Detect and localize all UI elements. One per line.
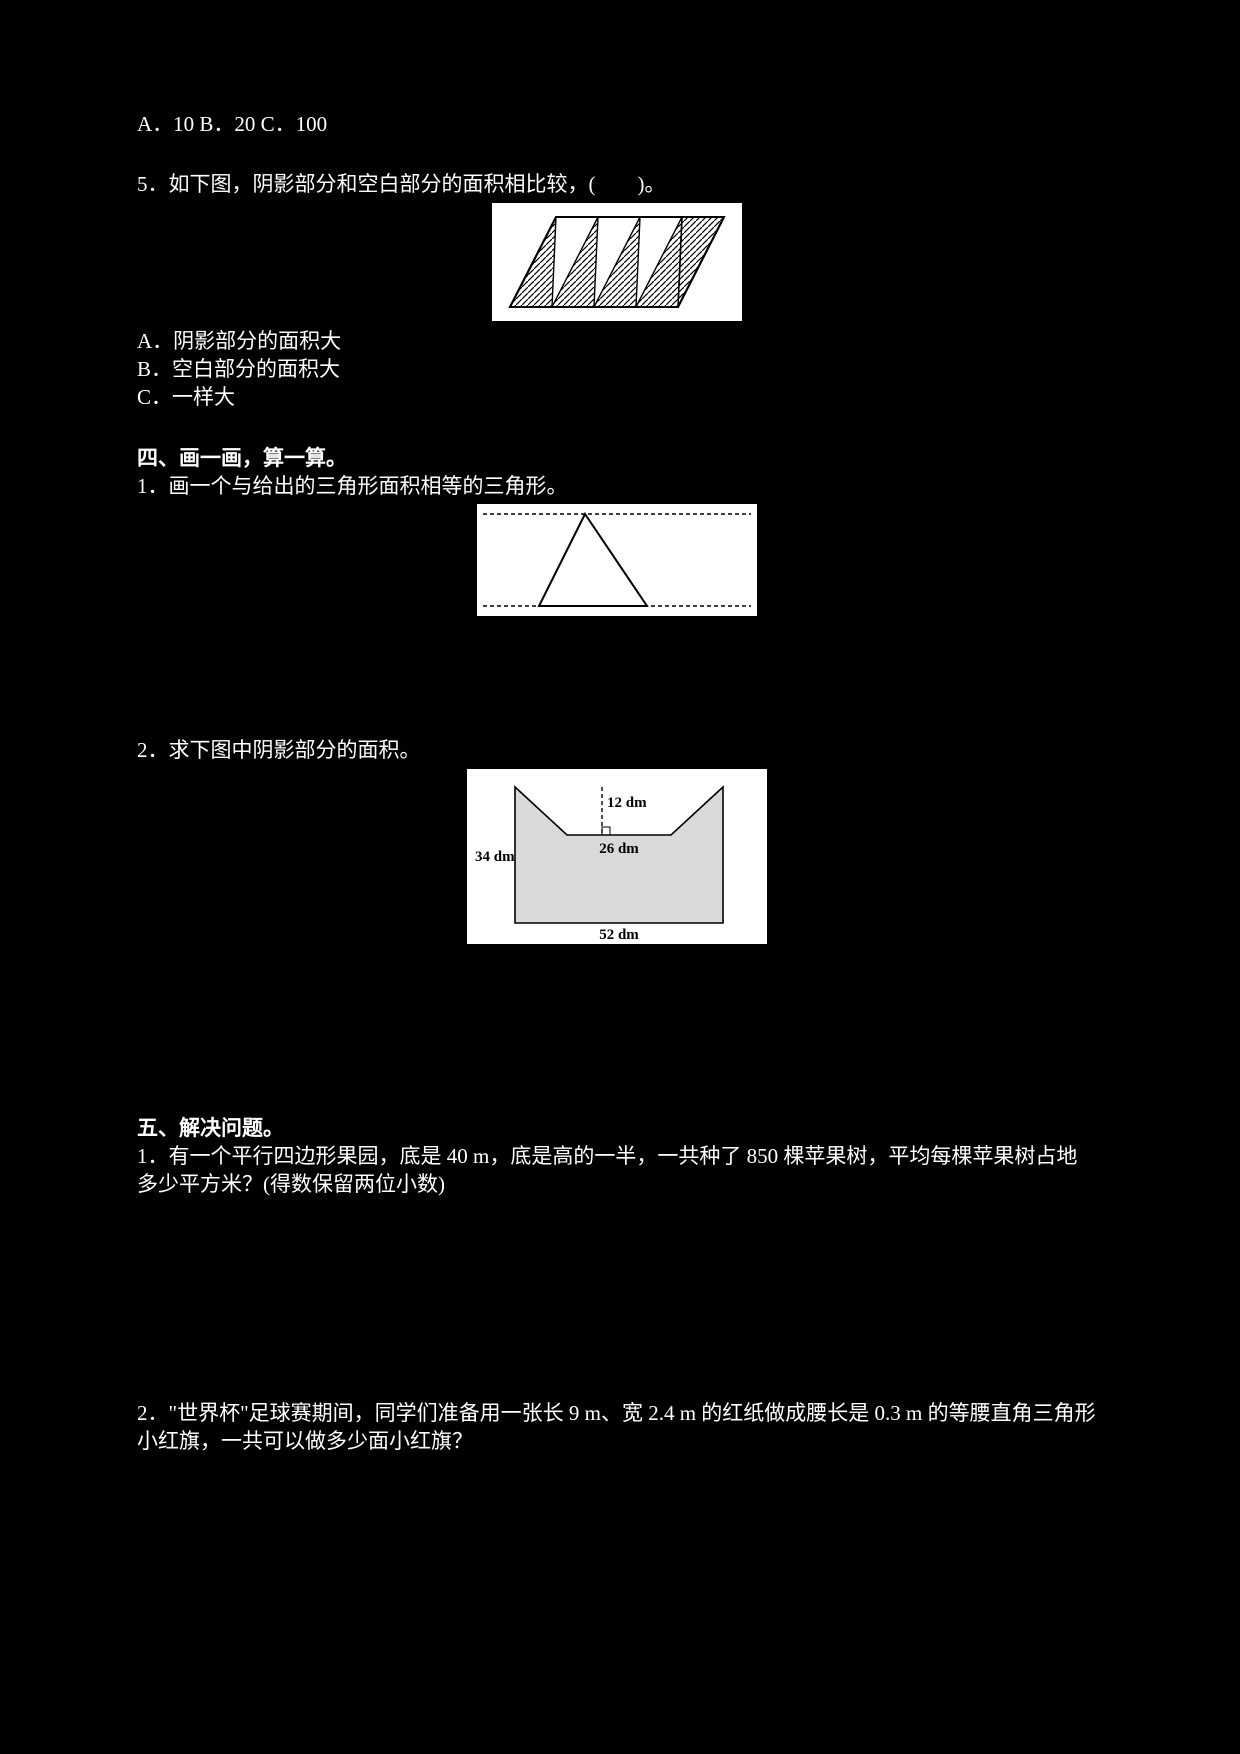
sec4-p1-figure-wrap xyxy=(137,504,1097,616)
label-12dm: 12 dm xyxy=(607,795,647,811)
sec4-p2-figure: 12 dm 26 dm 34 dm 52 dm xyxy=(467,769,767,944)
sec5-p1: 1．有一个平行四边形果园，底是 40 m，底是高的一半，一共种了 850 棵苹果… xyxy=(137,1142,1097,1199)
q5-figure-wrap xyxy=(137,203,1097,321)
label-34dm: 34 dm xyxy=(475,849,515,865)
label-52dm: 52 dm xyxy=(599,927,639,943)
q5-optC: C．一样大 xyxy=(137,383,1097,411)
q5-figure xyxy=(492,203,742,321)
label-26dm: 26 dm xyxy=(599,841,639,857)
sec4-p2-figure-wrap: 12 dm 26 dm 34 dm 52 dm xyxy=(137,769,1097,944)
page: A．10 B．20 C．100 5．如下图，阴影部分和空白部分的面积相比较，( … xyxy=(0,0,1240,1754)
sec4-p2-stem: 2．求下图中阴影部分的面积。 xyxy=(137,736,1097,764)
content-column: A．10 B．20 C．100 5．如下图，阴影部分和空白部分的面积相比较，( … xyxy=(137,110,1097,1455)
q4-options: A．10 B．20 C．100 xyxy=(137,110,1097,138)
q5-optB: B．空白部分的面积大 xyxy=(137,355,1097,383)
sec4-heading: 四、画一画，算一算。 xyxy=(137,444,1097,472)
q5-optA: A．阴影部分的面积大 xyxy=(137,327,1097,355)
sec5-p2: 2．"世界杯"足球赛期间，同学们准备用一张长 9 m、宽 2.4 m 的红纸做成… xyxy=(137,1399,1097,1456)
sec4-p1-svg xyxy=(477,504,757,616)
sec4-p1-figure xyxy=(477,504,757,616)
sec4-p2-svg: 12 dm 26 dm 34 dm 52 dm xyxy=(467,769,767,944)
q5-svg xyxy=(492,203,742,321)
q5-stem: 5．如下图，阴影部分和空白部分的面积相比较，( )。 xyxy=(137,170,1097,198)
sec4-p1-stem: 1．画一个与给出的三角形面积相等的三角形。 xyxy=(137,472,1097,500)
sec5-heading: 五、解决问题。 xyxy=(137,1114,1097,1142)
